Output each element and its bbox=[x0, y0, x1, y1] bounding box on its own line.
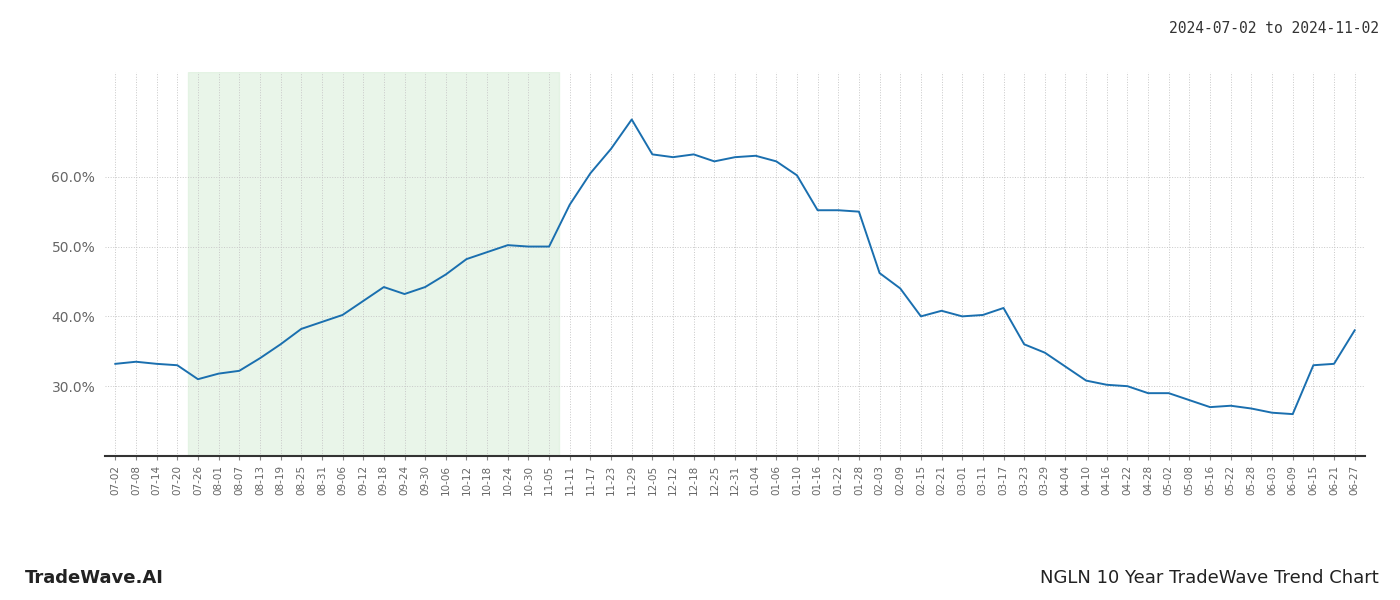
Text: NGLN 10 Year TradeWave Trend Chart: NGLN 10 Year TradeWave Trend Chart bbox=[1040, 569, 1379, 587]
Text: 2024-07-02 to 2024-11-02: 2024-07-02 to 2024-11-02 bbox=[1169, 21, 1379, 36]
Text: TradeWave.AI: TradeWave.AI bbox=[25, 569, 164, 587]
Bar bbox=[188, 72, 560, 456]
